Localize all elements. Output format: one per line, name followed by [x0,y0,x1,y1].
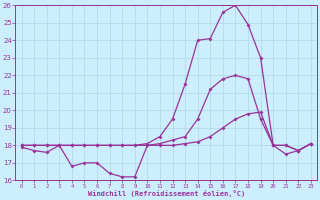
X-axis label: Windchill (Refroidissement éolien,°C): Windchill (Refroidissement éolien,°C) [88,190,245,197]
